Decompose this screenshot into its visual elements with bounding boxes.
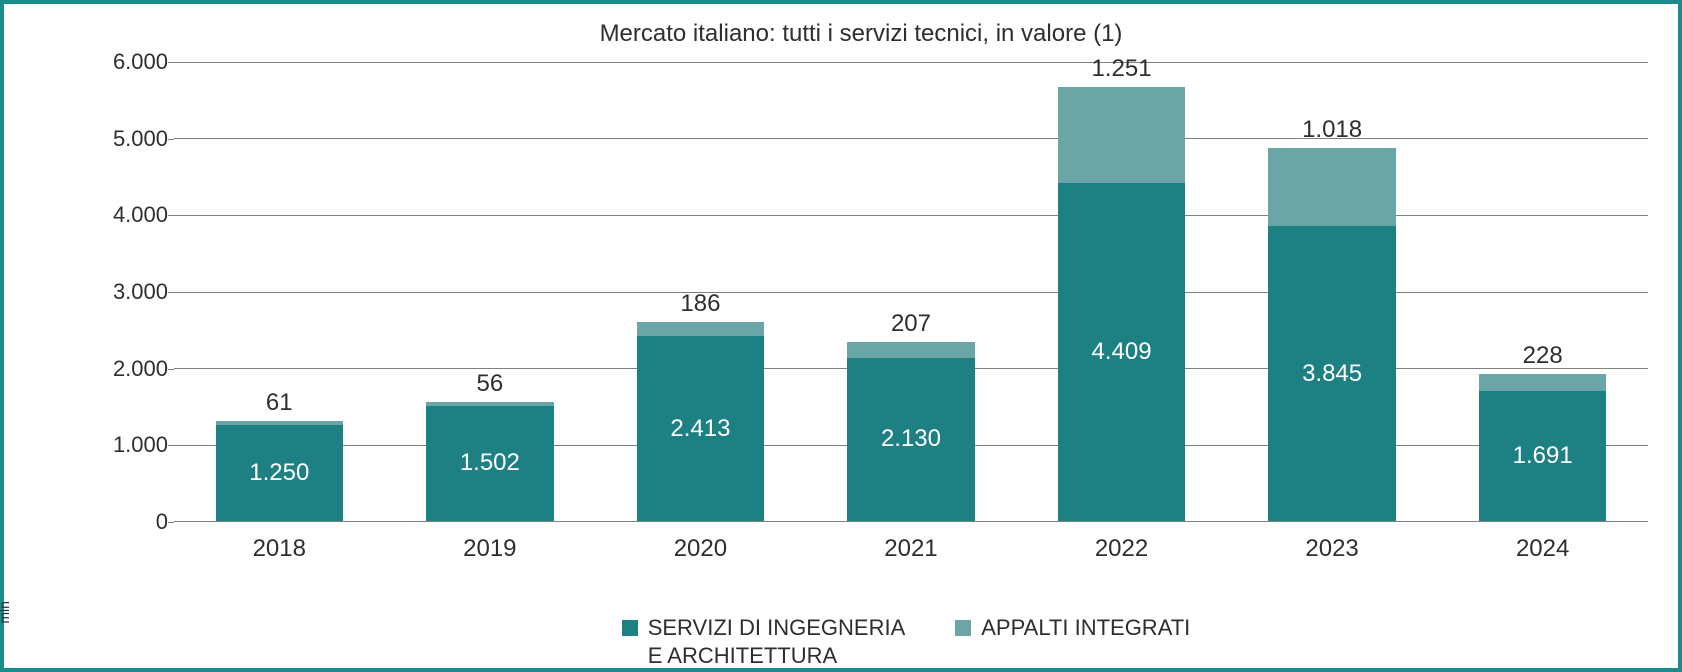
bar-stack: 1.25061 — [216, 421, 343, 522]
x-tick-label: 2021 — [884, 535, 937, 563]
x-tick-label: 2023 — [1305, 535, 1358, 563]
bar-stack: 3.8451.018 — [1268, 148, 1395, 521]
bar-stack: 1.50256 — [426, 402, 553, 521]
bar-segment-series-0 — [847, 358, 974, 521]
bar-value-label-series-1: 61 — [152, 389, 407, 417]
y-tick-label: 0 — [104, 509, 168, 535]
y-tick-label: 3.000 — [104, 279, 168, 305]
axis-label-sub: mln — [0, 576, 12, 648]
plot-wrap: 01.0002.0003.0004.0005.0006.000 1.250612… — [104, 62, 1648, 562]
bar-segment-series-0 — [426, 406, 553, 521]
bar-group: 2.1302072021 — [823, 62, 1000, 521]
bar-segment-series-1 — [637, 322, 764, 336]
chart-frame: Mercato italiano: tutti i servizi tecnic… — [0, 0, 1682, 672]
legend-label-1: APPALTI INTEGRATI — [981, 614, 1190, 642]
legend-label-0: SERVIZI DI INGEGNERIAE ARCHITETTURA — [648, 614, 906, 669]
bar-segment-series-0 — [1058, 183, 1185, 521]
bar-value-label-series-1: 228 — [1415, 342, 1670, 370]
chart-title: Mercato italiano: tutti i servizi tecnic… — [64, 20, 1658, 48]
bars-row: 1.2506120181.5025620192.41318620202.1302… — [174, 62, 1648, 521]
y-tick-label: 4.000 — [104, 202, 168, 228]
bar-group: 2.4131862020 — [612, 62, 789, 521]
bar-segment-series-0 — [637, 336, 764, 521]
bar-group: 3.8451.0182023 — [1244, 62, 1421, 521]
legend-item-series-0: SERVIZI DI INGEGNERIAE ARCHITETTURA — [622, 614, 906, 669]
bar-segment-series-1 — [1479, 374, 1606, 391]
legend-swatch-1 — [955, 620, 971, 636]
bar-stack: 4.4091.251 — [1058, 87, 1185, 521]
plot-area: 1.2506120181.5025620192.41318620202.1302… — [174, 62, 1648, 522]
x-tick-label: 2024 — [1516, 535, 1569, 563]
legend: SERVIZI DI INGEGNERIAE ARCHITETTURA APPA… — [154, 614, 1658, 669]
bar-group: 4.4091.2512022 — [1033, 62, 1210, 521]
x-tick-label: 2019 — [463, 535, 516, 563]
x-tick-label: 2018 — [253, 535, 306, 563]
bar-value-label-series-1: 207 — [784, 310, 1039, 338]
legend-swatch-0 — [622, 620, 638, 636]
bar-value-label-series-1: 56 — [363, 370, 618, 398]
y-tick-label: 5.000 — [104, 126, 168, 152]
bar-group: 1.502562019 — [401, 62, 578, 521]
bar-segment-series-0 — [1479, 391, 1606, 521]
bar-group: 1.6912282024 — [1454, 62, 1631, 521]
y-tick-label: 2.000 — [104, 356, 168, 382]
x-tick-label: 2020 — [674, 535, 727, 563]
bar-segment-series-1 — [847, 342, 974, 358]
bar-stack: 2.130207 — [847, 342, 974, 521]
bar-segment-series-1 — [1268, 148, 1395, 226]
bar-stack: 2.413186 — [637, 322, 764, 521]
bar-group: 1.250612018 — [191, 62, 368, 521]
bar-value-label-series-1: 1.251 — [994, 55, 1249, 83]
bar-value-label-series-1: 186 — [573, 290, 828, 318]
legend-item-series-1: APPALTI INTEGRATI — [955, 614, 1190, 669]
y-tick-label: 1.000 — [104, 432, 168, 458]
bar-segment-series-1 — [1058, 87, 1185, 183]
y-axis-label: VALORE mln — [0, 576, 12, 648]
bar-stack: 1.691228 — [1479, 374, 1606, 521]
bar-segment-series-0 — [216, 425, 343, 521]
bar-value-label-series-1: 1.018 — [1205, 116, 1460, 144]
x-tick-label: 2022 — [1095, 535, 1148, 563]
bar-segment-series-0 — [1268, 226, 1395, 521]
y-tick-label: 6.000 — [104, 49, 168, 75]
